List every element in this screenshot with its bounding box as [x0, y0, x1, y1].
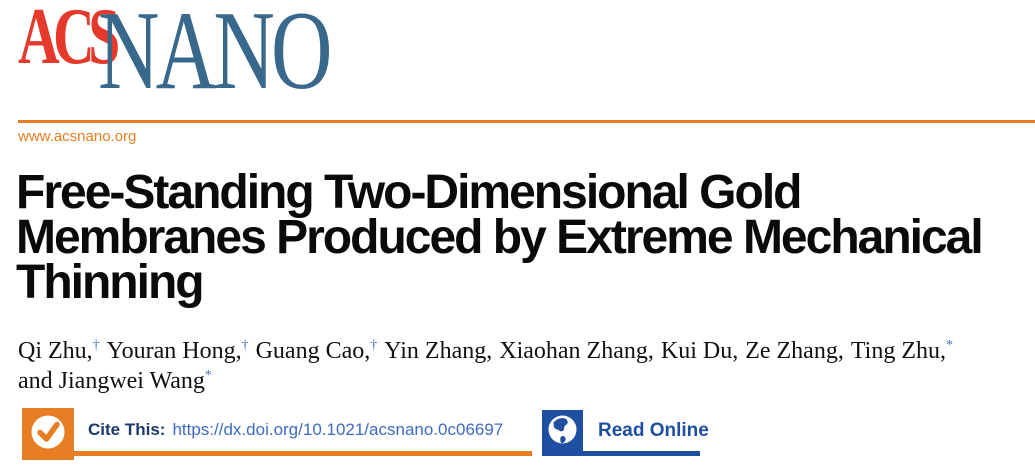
globe-icon	[542, 410, 583, 451]
cite-this-bar: Cite This: https://dx.doi.org/10.1021/ac…	[22, 408, 532, 460]
author-affiliation-mark: †	[241, 338, 249, 353]
author-name: Ting Zhu,*	[850, 338, 953, 364]
masthead-divider	[18, 120, 1035, 123]
article-title: Free-Standing Two-Dimensional Gold Membr…	[16, 166, 984, 309]
author-affiliation-mark: *	[204, 368, 212, 383]
read-online-label: Read Online	[598, 419, 709, 441]
read-online-button[interactable]: Read Online	[542, 410, 709, 456]
checkmark-icon	[22, 408, 74, 460]
author-name: Guang Cao,†	[255, 338, 378, 364]
author-affiliation-mark: †	[370, 338, 378, 353]
author-name: and Jiangwei Wang*	[18, 368, 212, 394]
logo-acs-text: ACS	[18, 6, 118, 81]
logo-nano-text: NANO	[98, 6, 329, 106]
author-name: Ze Zhang,	[745, 338, 844, 364]
author-name: Youran Hong,†	[106, 338, 249, 364]
author-list: Qi Zhu,† Youran Hong,† Guang Cao,† Yin Zhan…	[18, 336, 1023, 396]
author-name: Kui Du,	[660, 338, 739, 364]
author-affiliation-mark: *	[945, 338, 953, 353]
author-name: Qi Zhu,†	[18, 338, 100, 364]
author-name: Xiaohan Zhang,	[499, 338, 654, 364]
cite-this-label: Cite This:	[88, 419, 166, 439]
journal-url-link[interactable]: www.acsnano.org	[18, 128, 137, 145]
author-name: Yin Zhang,	[384, 338, 493, 364]
cite-strip: Cite This: https://dx.doi.org/10.1021/ac…	[74, 408, 532, 456]
author-affiliation-mark: †	[92, 338, 100, 353]
acs-nano-logo: ACS NANO	[18, 6, 333, 106]
doi-link[interactable]: https://dx.doi.org/10.1021/acsnano.0c066…	[172, 419, 504, 439]
